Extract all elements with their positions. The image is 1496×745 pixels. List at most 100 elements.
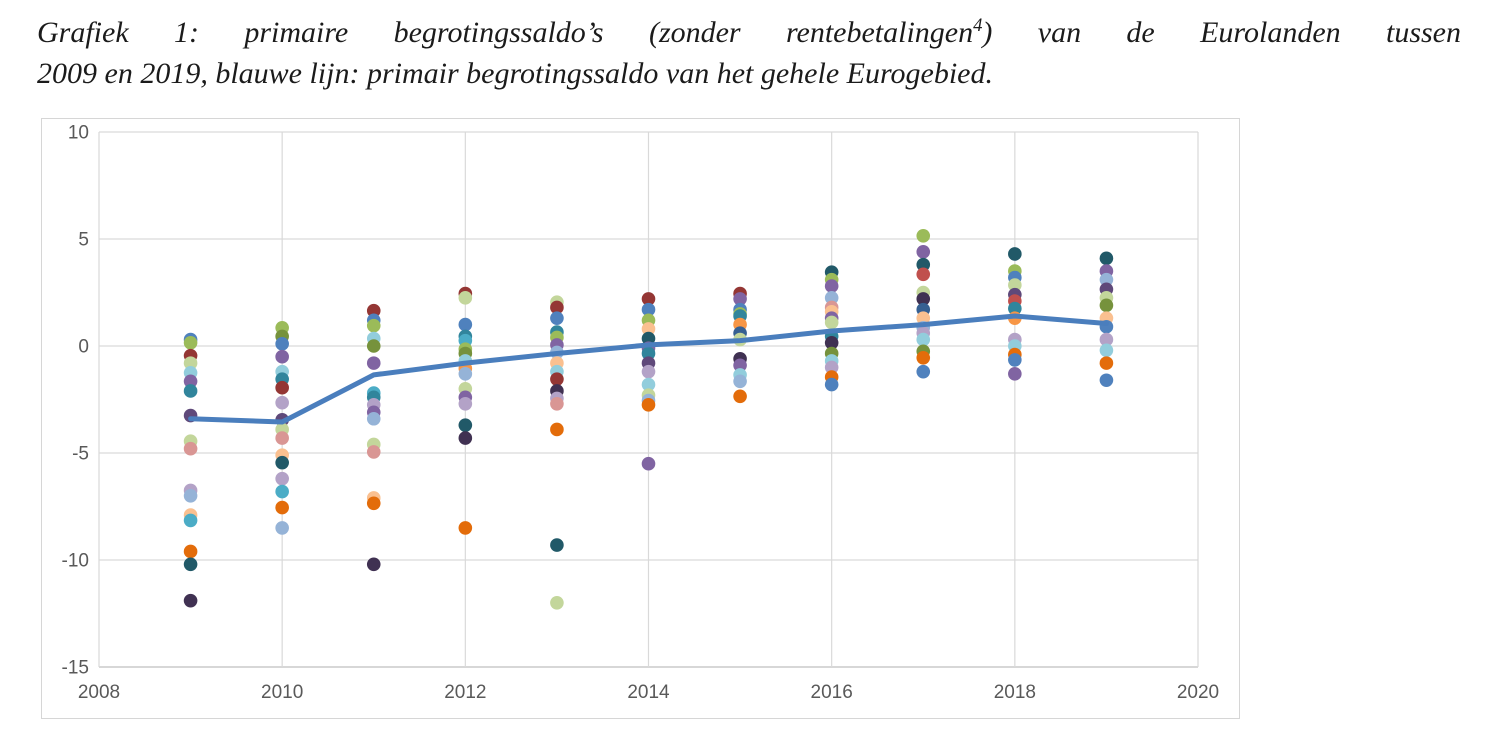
country-data-point (366, 356, 381, 370)
country-data-point (916, 245, 931, 259)
country-data-point (1099, 356, 1114, 370)
country-data-point (1099, 298, 1114, 313)
country-data-point (183, 489, 198, 503)
country-data-point (733, 374, 747, 389)
country-data-point (458, 317, 473, 332)
country-data-point (275, 455, 289, 470)
country-data-point (916, 332, 931, 347)
x-axis-tick-label: 2016 (811, 682, 853, 703)
country-data-point (458, 431, 473, 445)
country-data-point (183, 593, 198, 608)
country-data-point (641, 331, 656, 346)
country-data-point (916, 228, 931, 243)
country-data-point (1008, 353, 1022, 367)
country-data-point (275, 431, 289, 445)
country-data-point (916, 257, 931, 272)
country-data-point (1099, 251, 1114, 266)
x-axis-tick-label: 2010 (261, 682, 303, 703)
country-data-point (458, 418, 473, 432)
country-data-point (1008, 301, 1022, 316)
country-data-point (824, 291, 839, 305)
y-axis-tick-label: 10 (68, 123, 89, 144)
country-data-point (824, 360, 839, 375)
country-data-point (1008, 278, 1022, 292)
country-data-point (916, 267, 931, 282)
country-data-point (458, 521, 473, 535)
country-data-point (733, 389, 747, 404)
y-axis-tick-label: -5 (72, 444, 89, 465)
country-data-point (1099, 373, 1114, 388)
caption-text-post: ) van de Eurolanden tussen (982, 16, 1461, 49)
country-data-point (183, 544, 198, 559)
chart-area: 10 5 0 -5 -10 -15 2008 2010 2012 2014 2016 2018 2020 (41, 118, 1240, 719)
country-data-point (183, 513, 198, 528)
country-data-point (366, 411, 381, 426)
euro-area-line (188, 313, 1109, 425)
country-data-point (183, 374, 198, 389)
country-data-point (641, 302, 656, 317)
country-data-point (550, 538, 564, 552)
country-data-point (550, 596, 564, 610)
chart-caption: Grafiek 1: primaire begrotingssaldo’s (z… (37, 12, 1461, 94)
country-data-point (733, 358, 747, 373)
country-data-point (1099, 343, 1114, 358)
y-axis-tick-label: 0 (78, 337, 89, 358)
country-data-point (916, 292, 931, 306)
country-data-point (1008, 367, 1022, 381)
y-axis-tick-label: -10 (62, 551, 89, 572)
country-data-point (366, 339, 381, 353)
country-data-point (641, 346, 656, 361)
country-data-point (824, 279, 839, 293)
x-axis-tick-label: 2020 (1177, 682, 1219, 703)
country-data-point (824, 315, 839, 330)
caption-line-1: Grafiek 1: primaire begrotingssaldo’s (z… (37, 12, 1461, 53)
country-data-point (824, 377, 839, 392)
country-data-point (641, 377, 656, 392)
country-data-point (641, 292, 656, 306)
country-data-point (458, 367, 473, 381)
country-data-point (275, 521, 289, 535)
country-data-point (183, 557, 198, 572)
country-data-point (641, 364, 656, 379)
country-data-point (733, 292, 747, 306)
country-data-point (275, 337, 289, 351)
x-axis-tick-label: 2008 (78, 682, 120, 703)
country-data-point (550, 372, 564, 386)
country-data-point (550, 422, 564, 437)
country-data-point (824, 335, 839, 350)
country-data-point (183, 384, 198, 398)
y-axis-tick-label: -15 (62, 658, 89, 679)
caption-line-2: 2009 en 2019, blauwe lijn: primair begro… (37, 57, 993, 90)
x-axis-tick-label: 2018 (994, 682, 1036, 703)
country-data-point (275, 471, 289, 486)
country-data-point (1099, 332, 1114, 347)
caption-text-pre: Grafiek 1: primaire begrotingssaldo’s (z… (37, 16, 974, 49)
country-data-point (641, 456, 656, 471)
country-data-point (1099, 272, 1114, 287)
country-data-point (1008, 247, 1022, 261)
country-data-point (641, 398, 656, 412)
country-data-point (550, 300, 564, 315)
country-data-point (183, 441, 198, 456)
country-data-point (550, 311, 564, 325)
country-data-point (366, 445, 381, 459)
y-axis-tick-label: 5 (78, 230, 89, 251)
country-data-point (366, 318, 381, 333)
budget-balance-chart: 10 5 0 -5 -10 -15 2008 2010 2012 2014 2016 2018 2020 (62, 123, 1220, 704)
country-data-point (275, 484, 289, 499)
country-data-point (916, 350, 931, 365)
country-data-point (458, 396, 473, 411)
country-data-point (366, 557, 381, 572)
x-axis-tick-label: 2014 (627, 682, 670, 703)
country-data-point (275, 395, 289, 410)
footnote-reference: 4 (973, 15, 983, 36)
x-axis-tick-label: 2012 (444, 682, 486, 703)
country-data-point (916, 311, 931, 325)
country-data-point (275, 500, 289, 515)
country-data-point (366, 496, 381, 511)
country-data-point (641, 322, 656, 336)
country-data-point (183, 356, 198, 370)
country-data-point (916, 364, 931, 379)
country-data-point (458, 291, 473, 305)
country-data-point (183, 335, 198, 350)
